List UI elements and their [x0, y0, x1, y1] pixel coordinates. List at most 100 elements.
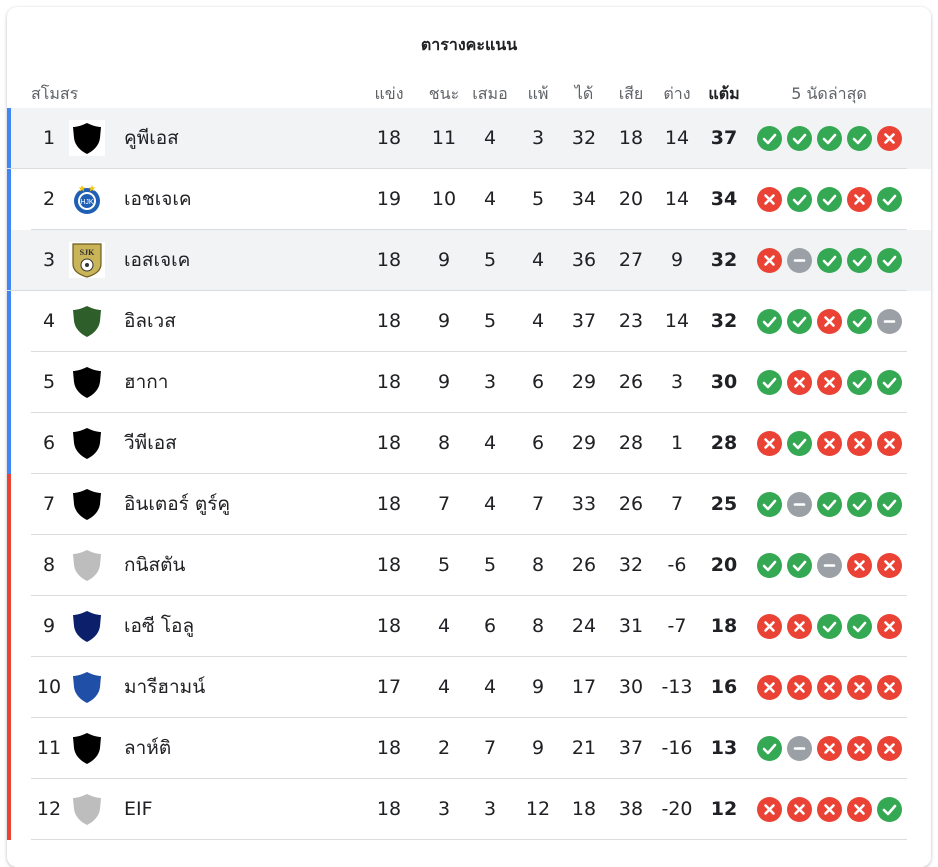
win-check-icon[interactable] — [877, 370, 902, 395]
win-check-icon[interactable] — [757, 126, 782, 151]
win-check-icon[interactable] — [817, 248, 842, 273]
stat-pts: 34 — [710, 188, 738, 210]
table-row[interactable]: 9 เอซี โอลู 18 4 6 8 24 31 -7 18 — [7, 596, 931, 657]
loss-cross-icon[interactable] — [757, 797, 782, 822]
loss-cross-icon[interactable] — [817, 431, 842, 456]
win-check-icon[interactable] — [787, 309, 812, 334]
last-five-results — [757, 736, 917, 761]
club-name[interactable]: ลาห์ติ — [124, 737, 172, 759]
loss-cross-icon[interactable] — [877, 614, 902, 639]
win-check-icon[interactable] — [757, 492, 782, 517]
club-name[interactable]: ฮากา — [124, 371, 169, 393]
club-name[interactable]: มารีฮามน์ — [124, 676, 206, 698]
draw-dash-icon[interactable] — [787, 492, 812, 517]
win-check-icon[interactable] — [757, 553, 782, 578]
win-check-icon[interactable] — [877, 492, 902, 517]
table-row[interactable]: 1 คูพีเอส 18 11 4 3 32 18 14 37 — [7, 108, 931, 169]
club-crest-icon — [69, 425, 105, 461]
win-check-icon[interactable] — [817, 614, 842, 639]
win-check-icon[interactable] — [847, 126, 872, 151]
loss-cross-icon[interactable] — [877, 126, 902, 151]
loss-cross-icon[interactable] — [757, 187, 782, 212]
win-check-icon[interactable] — [847, 309, 872, 334]
win-check-icon[interactable] — [817, 492, 842, 517]
club-name[interactable]: EIF — [124, 798, 153, 820]
win-check-icon[interactable] — [757, 370, 782, 395]
loss-cross-icon[interactable] — [847, 553, 872, 578]
loss-cross-icon[interactable] — [757, 248, 782, 273]
stat-ga: 26 — [618, 493, 644, 515]
stat-lost: 8 — [531, 554, 545, 576]
stat-pts: 30 — [710, 371, 738, 393]
loss-cross-icon[interactable] — [847, 797, 872, 822]
draw-dash-icon[interactable] — [787, 736, 812, 761]
table-row[interactable]: 6 วีพีเอส 18 8 4 6 29 28 1 28 — [7, 413, 931, 474]
win-check-icon[interactable] — [817, 187, 842, 212]
row-divider — [31, 351, 907, 352]
loss-cross-icon[interactable] — [757, 614, 782, 639]
club-name[interactable]: อินเตอร์ ตูร์คู — [124, 493, 231, 515]
win-check-icon[interactable] — [877, 187, 902, 212]
table-row[interactable]: 8 กนิสตัน 18 5 5 8 26 32 -6 20 — [7, 535, 931, 596]
stat-ga: 32 — [618, 554, 644, 576]
loss-cross-icon[interactable] — [847, 675, 872, 700]
win-check-icon[interactable] — [787, 431, 812, 456]
loss-cross-icon[interactable] — [787, 797, 812, 822]
table-row[interactable]: 7 อินเตอร์ ตูร์คู 18 7 4 7 33 26 7 25 — [7, 474, 931, 535]
win-check-icon[interactable] — [847, 248, 872, 273]
zone-indicator-bar — [7, 779, 11, 840]
table-row[interactable]: 4 อิลเวส 18 9 5 4 37 23 14 32 — [7, 291, 931, 352]
loss-cross-icon[interactable] — [757, 675, 782, 700]
win-check-icon[interactable] — [787, 553, 812, 578]
win-check-icon[interactable] — [757, 309, 782, 334]
draw-dash-icon[interactable] — [877, 309, 902, 334]
club-name[interactable]: วีพีเอส — [124, 432, 177, 454]
club-name[interactable]: เอชเจเค — [124, 188, 192, 210]
loss-cross-icon[interactable] — [787, 675, 812, 700]
last-five-results — [757, 553, 917, 578]
table-row[interactable]: 3 SJK เอสเจเค 18 9 5 4 36 27 9 32 — [7, 230, 931, 291]
loss-cross-icon[interactable] — [817, 797, 842, 822]
win-check-icon[interactable] — [787, 187, 812, 212]
win-check-icon[interactable] — [847, 614, 872, 639]
stat-lost: 6 — [531, 432, 545, 454]
position-number: 10 — [36, 676, 62, 698]
loss-cross-icon[interactable] — [847, 187, 872, 212]
loss-cross-icon[interactable] — [757, 431, 782, 456]
loss-cross-icon[interactable] — [847, 736, 872, 761]
win-check-icon[interactable] — [877, 797, 902, 822]
loss-cross-icon[interactable] — [877, 553, 902, 578]
club-name[interactable]: คูพีเอส — [124, 127, 179, 149]
loss-cross-icon[interactable] — [787, 370, 812, 395]
club-crest-icon: HJK — [69, 181, 105, 217]
loss-cross-icon[interactable] — [787, 614, 812, 639]
club-name[interactable]: กนิสตัน — [124, 554, 186, 576]
loss-cross-icon[interactable] — [847, 431, 872, 456]
loss-cross-icon[interactable] — [877, 431, 902, 456]
loss-cross-icon[interactable] — [817, 736, 842, 761]
stat-pts: 25 — [710, 493, 738, 515]
table-row[interactable]: 11 ลาห์ติ 18 2 7 9 21 37 -16 13 — [7, 718, 931, 779]
loss-cross-icon[interactable] — [817, 675, 842, 700]
club-name[interactable]: อิลเวส — [124, 310, 176, 332]
loss-cross-icon[interactable] — [877, 675, 902, 700]
draw-dash-icon[interactable] — [787, 248, 812, 273]
table-row[interactable]: 10 มารีฮามน์ 17 4 4 9 17 30 -13 16 — [7, 657, 931, 718]
stat-drawn: 3 — [483, 371, 497, 393]
stat-drawn: 5 — [483, 249, 497, 271]
win-check-icon[interactable] — [847, 370, 872, 395]
win-check-icon[interactable] — [757, 736, 782, 761]
win-check-icon[interactable] — [787, 126, 812, 151]
loss-cross-icon[interactable] — [817, 370, 842, 395]
table-row[interactable]: 12 EIF 18 3 3 12 18 38 -20 12 — [7, 779, 931, 840]
club-name[interactable]: เอซี โอลู — [124, 615, 195, 637]
win-check-icon[interactable] — [817, 126, 842, 151]
table-row[interactable]: 5 ฮากา 18 9 3 6 29 26 3 30 — [7, 352, 931, 413]
draw-dash-icon[interactable] — [817, 553, 842, 578]
table-row[interactable]: 2 HJK เอชเจเค 19 10 4 5 34 20 14 34 — [7, 169, 931, 230]
win-check-icon[interactable] — [877, 248, 902, 273]
club-name[interactable]: เอสเจเค — [124, 249, 191, 271]
loss-cross-icon[interactable] — [877, 736, 902, 761]
loss-cross-icon[interactable] — [817, 309, 842, 334]
win-check-icon[interactable] — [847, 492, 872, 517]
